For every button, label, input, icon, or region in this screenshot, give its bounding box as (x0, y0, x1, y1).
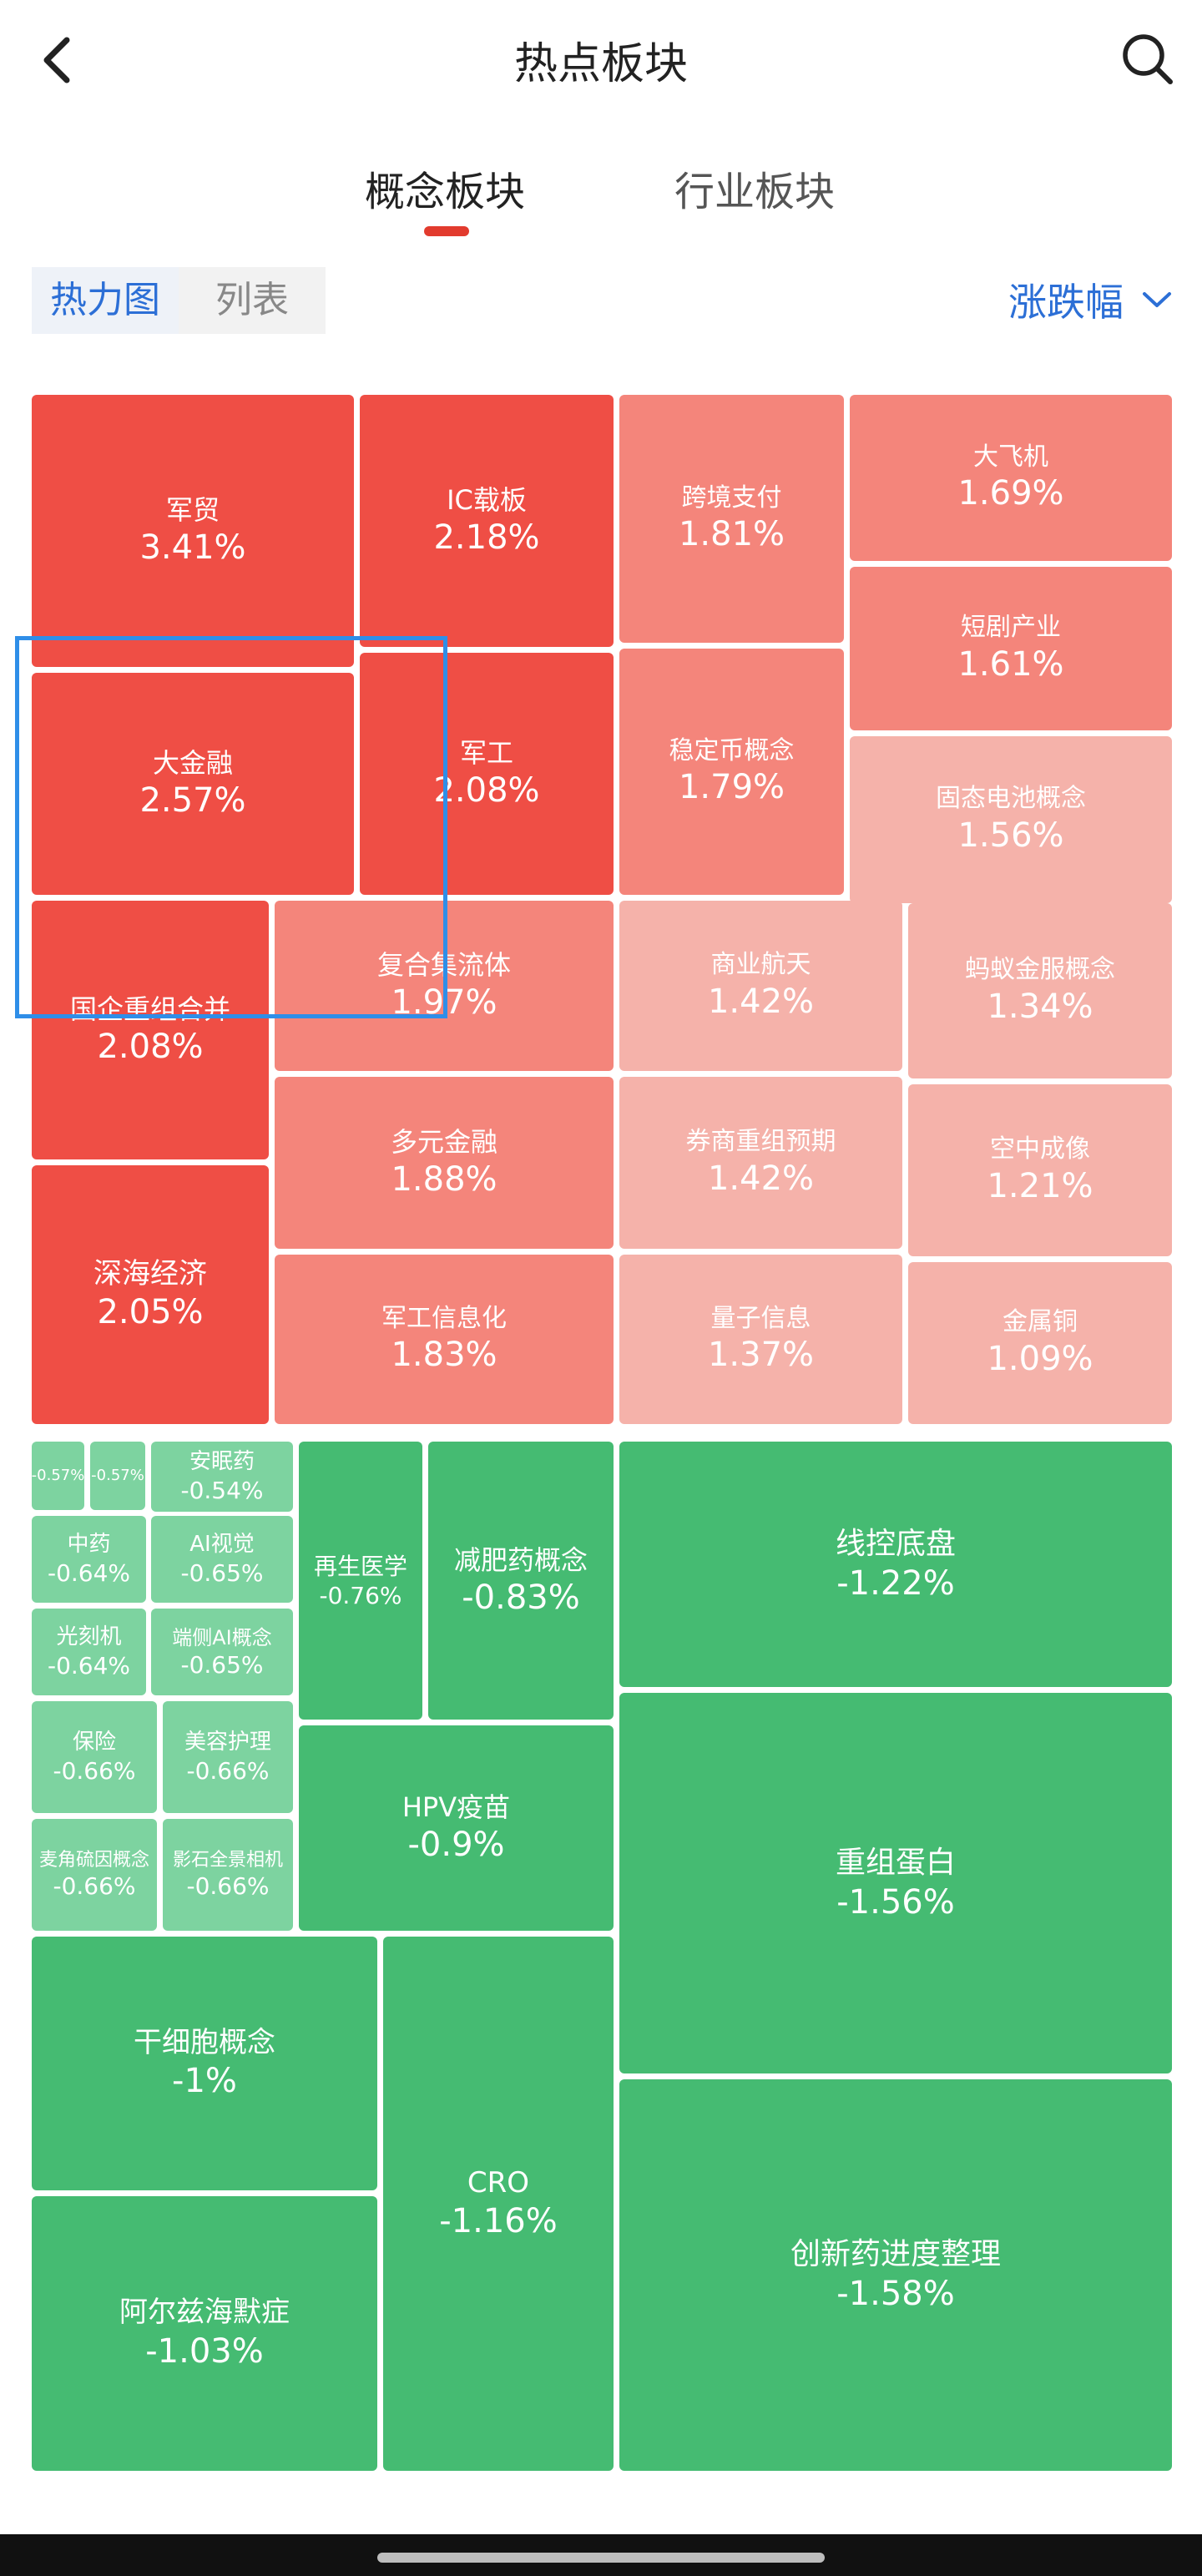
heatmap-tile[interactable]: 深海经济 2.05% (32, 1165, 269, 1424)
heatmap-tile[interactable]: 金属铜 1.09% (908, 1262, 1172, 1424)
heatmap-tile[interactable]: 麦角硫因概念 -0.66% (32, 1819, 157, 1931)
status-bar (0, 0, 1202, 5)
heatmap-tile[interactable]: HPV疫苗 -0.9% (299, 1725, 614, 1931)
heatmap-tile[interactable]: 空中成像 1.21% (908, 1084, 1172, 1256)
heatmap-tile[interactable]: 跨境支付 1.81% (619, 395, 844, 643)
heatmap-tile[interactable]: 军工信息化 1.83% (275, 1255, 614, 1424)
toggle-list[interactable]: 列表 (215, 279, 289, 321)
heatmap-tile[interactable]: 量子信息 1.37% (619, 1255, 902, 1424)
view-toggle: 热力图 列表 (32, 267, 326, 334)
heatmap-tile[interactable]: -0.57% (32, 1442, 84, 1510)
heatmap-tile[interactable]: 稳定币概念 1.79% (619, 649, 844, 895)
heatmap-tile[interactable]: 券商重组预期 1.42% (619, 1077, 902, 1249)
tab-industry[interactable]: 行业板块 (674, 169, 836, 215)
heatmap-tile[interactable]: 线控底盘 -1.22% (619, 1442, 1172, 1687)
active-tab-indicator (424, 226, 469, 236)
heatmap-tile[interactable]: 国企重组合并 2.08% (32, 901, 269, 1159)
heatmap-tile[interactable]: CRO -1.16% (383, 1937, 614, 2471)
heatmap-tile[interactable]: 再生医学 -0.76% (299, 1442, 422, 1720)
heatmap-tile[interactable]: 端侧AI概念 -0.65% (151, 1609, 293, 1695)
heatmap-tile[interactable]: 光刻机 -0.64% (32, 1609, 146, 1695)
search-icon[interactable] (1120, 32, 1175, 87)
sort-dropdown[interactable]: 涨跌幅 (1008, 272, 1172, 327)
heatmap-tile[interactable]: 多元金融 1.88% (275, 1077, 614, 1249)
heatmap-tile[interactable]: 保险 -0.66% (32, 1701, 157, 1813)
heatmap-tile[interactable]: 美容护理 -0.66% (163, 1701, 293, 1813)
heatmap-tile[interactable]: 减肥药概念 -0.83% (428, 1442, 614, 1720)
heatmap-tile[interactable]: 固态电池概念 1.56% (850, 736, 1172, 903)
sort-label: 涨跌幅 (1008, 280, 1124, 325)
home-indicator[interactable] (377, 2553, 825, 2563)
heatmap-tile[interactable]: 干细胞概念 -1% (32, 1937, 377, 2190)
heatmap-tile[interactable]: 短剧产业 1.61% (850, 567, 1172, 730)
heatmap-tile[interactable]: -0.57% (90, 1442, 145, 1510)
heatmap-tile[interactable]: 中药 -0.64% (32, 1516, 146, 1603)
heatmap-tile[interactable]: 蚂蚁金服概念 1.34% (908, 903, 1172, 1078)
heatmap-tile[interactable]: 军贸 3.41% (32, 395, 354, 667)
heatmap-tile[interactable]: AI视觉 -0.65% (151, 1516, 293, 1603)
heatmap-tile[interactable]: 复合集流体 1.97% (275, 901, 614, 1071)
heatmap-tile[interactable]: 创新药进度整理 -1.58% (619, 2079, 1172, 2471)
heatmap-tile[interactable]: 重组蛋白 -1.56% (619, 1693, 1172, 2073)
heatmap-tile[interactable]: 商业航天 1.42% (619, 901, 902, 1071)
heatmap-tile[interactable]: 大飞机 1.69% (850, 395, 1172, 561)
toggle-heatmap[interactable]: 热力图 (32, 267, 179, 334)
chevron-down-icon (1143, 292, 1171, 307)
heatmap-tile[interactable]: 安眠药 -0.54% (151, 1442, 293, 1512)
back-icon[interactable] (33, 30, 83, 88)
heatmap-tile[interactable]: 大金融 2.57% (32, 673, 354, 895)
heatmap-tile[interactable]: 影石全景相机 -0.66% (163, 1819, 293, 1931)
tab-concept[interactable]: 概念板块 (365, 169, 526, 215)
heatmap-tile[interactable]: 阿尔兹海默症 -1.03% (32, 2196, 377, 2471)
heatmap-tile[interactable]: IC载板 2.18% (360, 395, 614, 647)
heatmap-tile[interactable]: 军工 2.08% (360, 653, 614, 895)
page-title: 热点板块 (513, 39, 688, 89)
